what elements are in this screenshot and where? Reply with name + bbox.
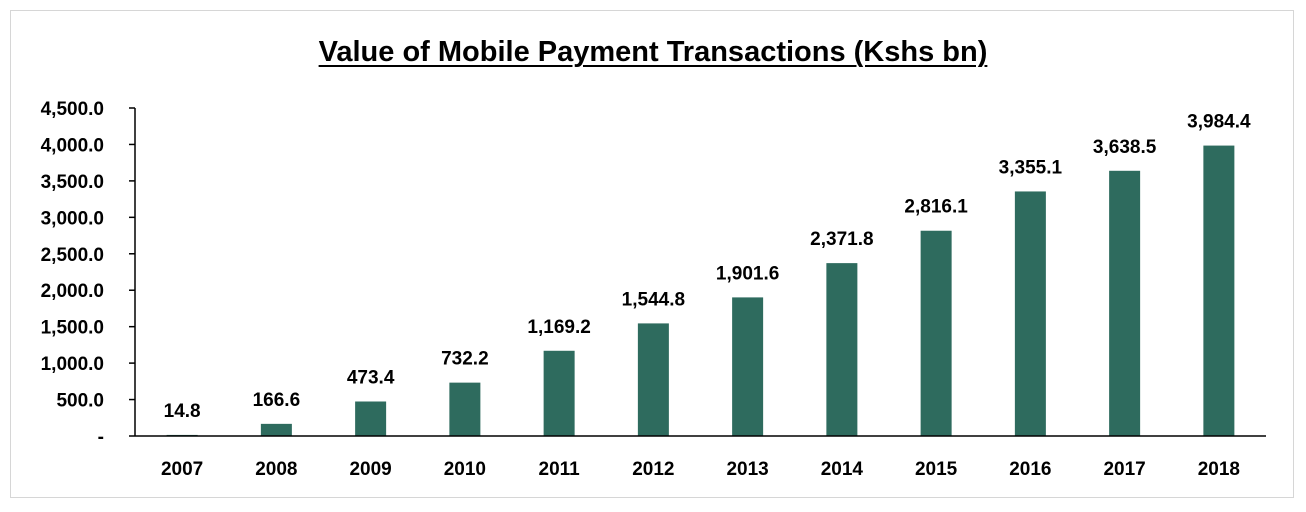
x-tick-label: 2013 [726,459,768,480]
y-tick-label: 1,500.0 [41,318,104,339]
x-tick-label: 2010 [444,459,486,480]
data-label: 2,371.8 [810,229,873,250]
x-tick-label: 2008 [255,459,297,480]
bar [449,382,481,436]
data-label: 3,355.1 [999,157,1063,178]
bar [732,297,764,436]
x-tick-label: 2007 [161,459,203,480]
data-label: 3,638.5 [1093,137,1157,158]
data-label: 1,544.8 [622,289,685,310]
bar [355,401,387,436]
data-label: 166.6 [253,390,301,411]
data-label: 1,169.2 [527,317,590,338]
data-label: 3,984.4 [1187,112,1251,133]
x-axis: 2007 2008 2009 2010 2011 2012 2013 2014 2015 2016… [135,435,1266,480]
y-axis: - 500.0 1,000.0 1,500.0 2,000.0 2,500.0 3,000.… [41,99,136,448]
y-tick-label: 3,000.0 [41,208,104,229]
x-tick-label: 2017 [1103,459,1145,480]
y-tick-label: 3,500.0 [41,172,104,193]
bar [826,263,858,436]
data-label: 732.2 [441,349,489,370]
x-tick-label: 2016 [1009,459,1051,480]
x-tick-label: 2012 [632,459,674,480]
bar [543,350,575,436]
bars [166,145,1235,437]
bar [637,323,669,436]
y-tick-label: 1,000.0 [41,354,104,375]
x-tick-label: 2018 [1198,459,1240,480]
data-label: 473.4 [347,367,395,388]
x-tick-label: 2009 [349,459,391,480]
y-tick-label: 500.0 [56,391,104,412]
bar [1014,191,1046,436]
data-label: 2,816.1 [904,197,968,218]
x-tick-label: 2011 [539,459,581,480]
bar [1203,145,1235,436]
x-tick-label: 2015 [915,459,958,480]
y-tick-label: - [98,427,104,448]
bar [920,230,952,436]
y-tick-label: 4,000.0 [41,135,104,156]
bar [260,423,292,436]
data-labels: 14.8 166.6 473.4 732.2 1,169.2 1,544.8 1,901.6… [164,112,1251,422]
chart-title: Value of Mobile Payment Transactions (Ks… [318,36,988,68]
y-tick-label: 2,500.0 [41,245,104,266]
x-tick-label: 2014 [821,459,864,480]
y-tick-label: 2,000.0 [41,281,104,302]
data-label: 14.8 [164,401,201,422]
data-label: 1,901.6 [716,263,779,284]
bar [1109,170,1141,437]
y-tick-label: 4,500.0 [41,99,104,120]
